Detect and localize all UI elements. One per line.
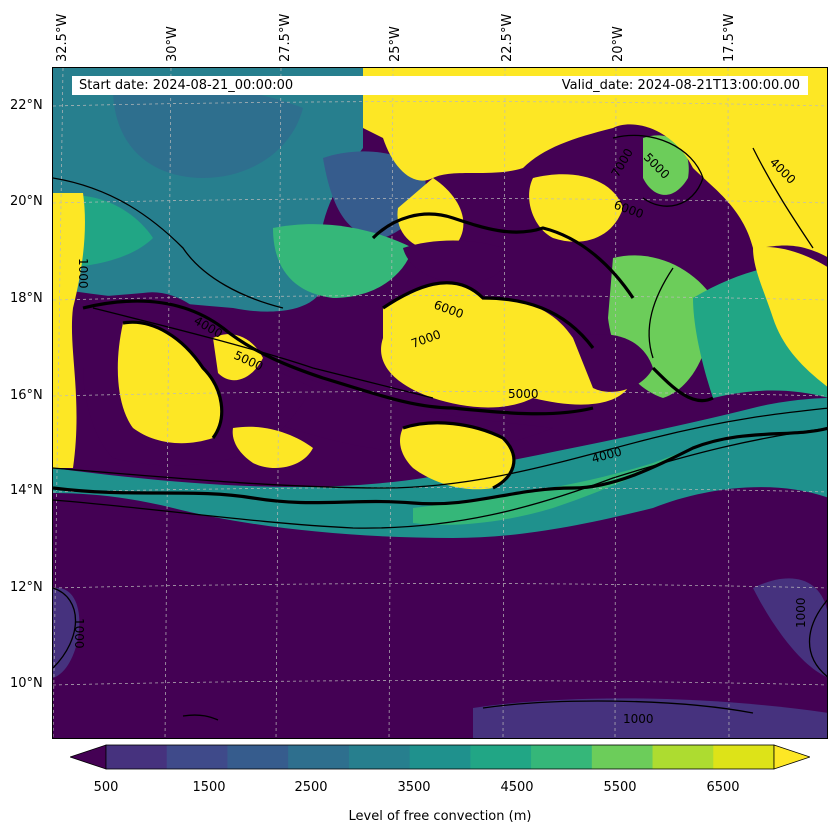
field-high-west-inner: [117, 322, 222, 444]
colorbar-swatch: [652, 745, 714, 769]
contour-lines-thick: [53, 212, 827, 506]
map-panel[interactable]: 1000 1000 1000 1000 4000 4000 4000 5000 …: [52, 67, 828, 739]
colorbar-tick-label: 2500: [294, 780, 328, 795]
field-low-patch: [573, 334, 653, 392]
field-patch: [473, 698, 827, 738]
colorbar-tick-label: 1500: [192, 780, 226, 795]
lon-label: 17.5°W: [722, 13, 737, 62]
colorbar-swatch: [288, 745, 350, 769]
contour-line-bold: [651, 366, 714, 403]
contour-line-bold: [402, 421, 516, 490]
gridline: [388, 68, 394, 738]
contour-label: 1000: [76, 258, 90, 289]
colorbar-swatch: [591, 745, 654, 769]
colorbar-tick-label: 6500: [706, 780, 740, 795]
lat-label: 18°N: [10, 291, 43, 306]
contour-label: 1000: [623, 712, 654, 726]
lon-label: 22.5°W: [500, 13, 515, 62]
colorbar-swatch: [227, 745, 289, 769]
start-date-label: Start date: 2024-08-21_00:00:00: [79, 78, 294, 93]
gridline: [502, 68, 506, 738]
contour-line-bold: [82, 299, 594, 416]
colorbar-tick-label: 4500: [500, 780, 534, 795]
colorbar-extend-min: [70, 744, 107, 770]
lat-label: 12°N: [10, 580, 43, 595]
field-high-ne: [363, 68, 827, 258]
contour-line: [648, 267, 674, 359]
lon-label: 27.5°W: [278, 13, 293, 62]
contour-line: [482, 700, 754, 714]
map-canvas: 1000 1000 1000 1000 4000 4000 4000 5000 …: [53, 68, 827, 738]
colorbar-swatch: [166, 745, 228, 769]
contour-line-bold: [122, 320, 224, 439]
field-green-patch: [273, 224, 413, 298]
colorbar: [70, 744, 810, 770]
colorbar-swatch: [409, 745, 471, 769]
colorbar-swatch: [531, 745, 593, 769]
contour-line: [612, 134, 704, 207]
colorbar-swatch: [470, 745, 532, 769]
lon-label: 20°W: [611, 26, 626, 62]
contour-line: [92, 307, 434, 399]
colorbar-tick-label: 3500: [397, 780, 431, 795]
contour-line-bold: [382, 281, 595, 349]
field-high-south: [232, 426, 313, 468]
lon-label: 25°W: [388, 26, 403, 62]
colorbar-label: Level of free convection (m): [348, 809, 532, 824]
lat-label: 22°N: [10, 98, 43, 113]
lat-label: 20°N: [10, 194, 43, 209]
colorbar-tick-label: 5500: [603, 780, 637, 795]
field-patch: [753, 578, 827, 678]
contour-label: 1000: [794, 597, 808, 628]
colorbar-tick-label: 500: [93, 780, 119, 795]
lat-label: 10°N: [10, 676, 43, 691]
colorbar-extend-max: [773, 744, 810, 770]
contour-lines: [53, 134, 827, 721]
field-band-mid: [53, 398, 827, 538]
field-band-green: [413, 448, 693, 525]
field-green-patch: [643, 135, 689, 195]
contour-line: [53, 177, 284, 309]
gridline: [53, 68, 64, 738]
field-low-patch: [403, 240, 506, 283]
gridline: [275, 68, 282, 738]
contour-line-bold: [371, 212, 635, 299]
colorbar-swatch: [106, 745, 168, 769]
field-north-ocean-inner: [113, 84, 303, 178]
contour-line: [809, 599, 827, 678]
gridline: [727, 68, 730, 738]
field-high-south: [400, 422, 514, 490]
contour-label: 5000: [508, 387, 539, 401]
contour-line: [53, 427, 827, 529]
field-patch: [53, 587, 80, 678]
field-high: [529, 174, 623, 242]
colorbar-swatch: [348, 745, 411, 769]
contour-line: [53, 587, 76, 669]
valid-date-label: Valid_date: 2024-08-21T13:00:00.00: [561, 78, 800, 93]
contour-line: [752, 147, 814, 249]
field-high: [753, 247, 827, 387]
lon-label: 32.5°W: [55, 13, 70, 62]
lat-label: 14°N: [10, 483, 43, 498]
contour-line: [182, 714, 219, 721]
info-bar: Start date: 2024-08-21_00:00:00 Valid_da…: [72, 76, 808, 95]
contour-label: 1000: [72, 618, 86, 649]
gridlines: [53, 68, 827, 738]
gridline: [164, 68, 172, 738]
field-high-west: [53, 193, 85, 468]
lon-label: 30°W: [165, 26, 180, 62]
lat-label: 16°N: [10, 388, 43, 403]
contour-line-bold: [53, 426, 827, 506]
gridline: [614, 68, 617, 738]
contour-line: [53, 407, 827, 489]
colorbar-swatch: [713, 745, 775, 769]
